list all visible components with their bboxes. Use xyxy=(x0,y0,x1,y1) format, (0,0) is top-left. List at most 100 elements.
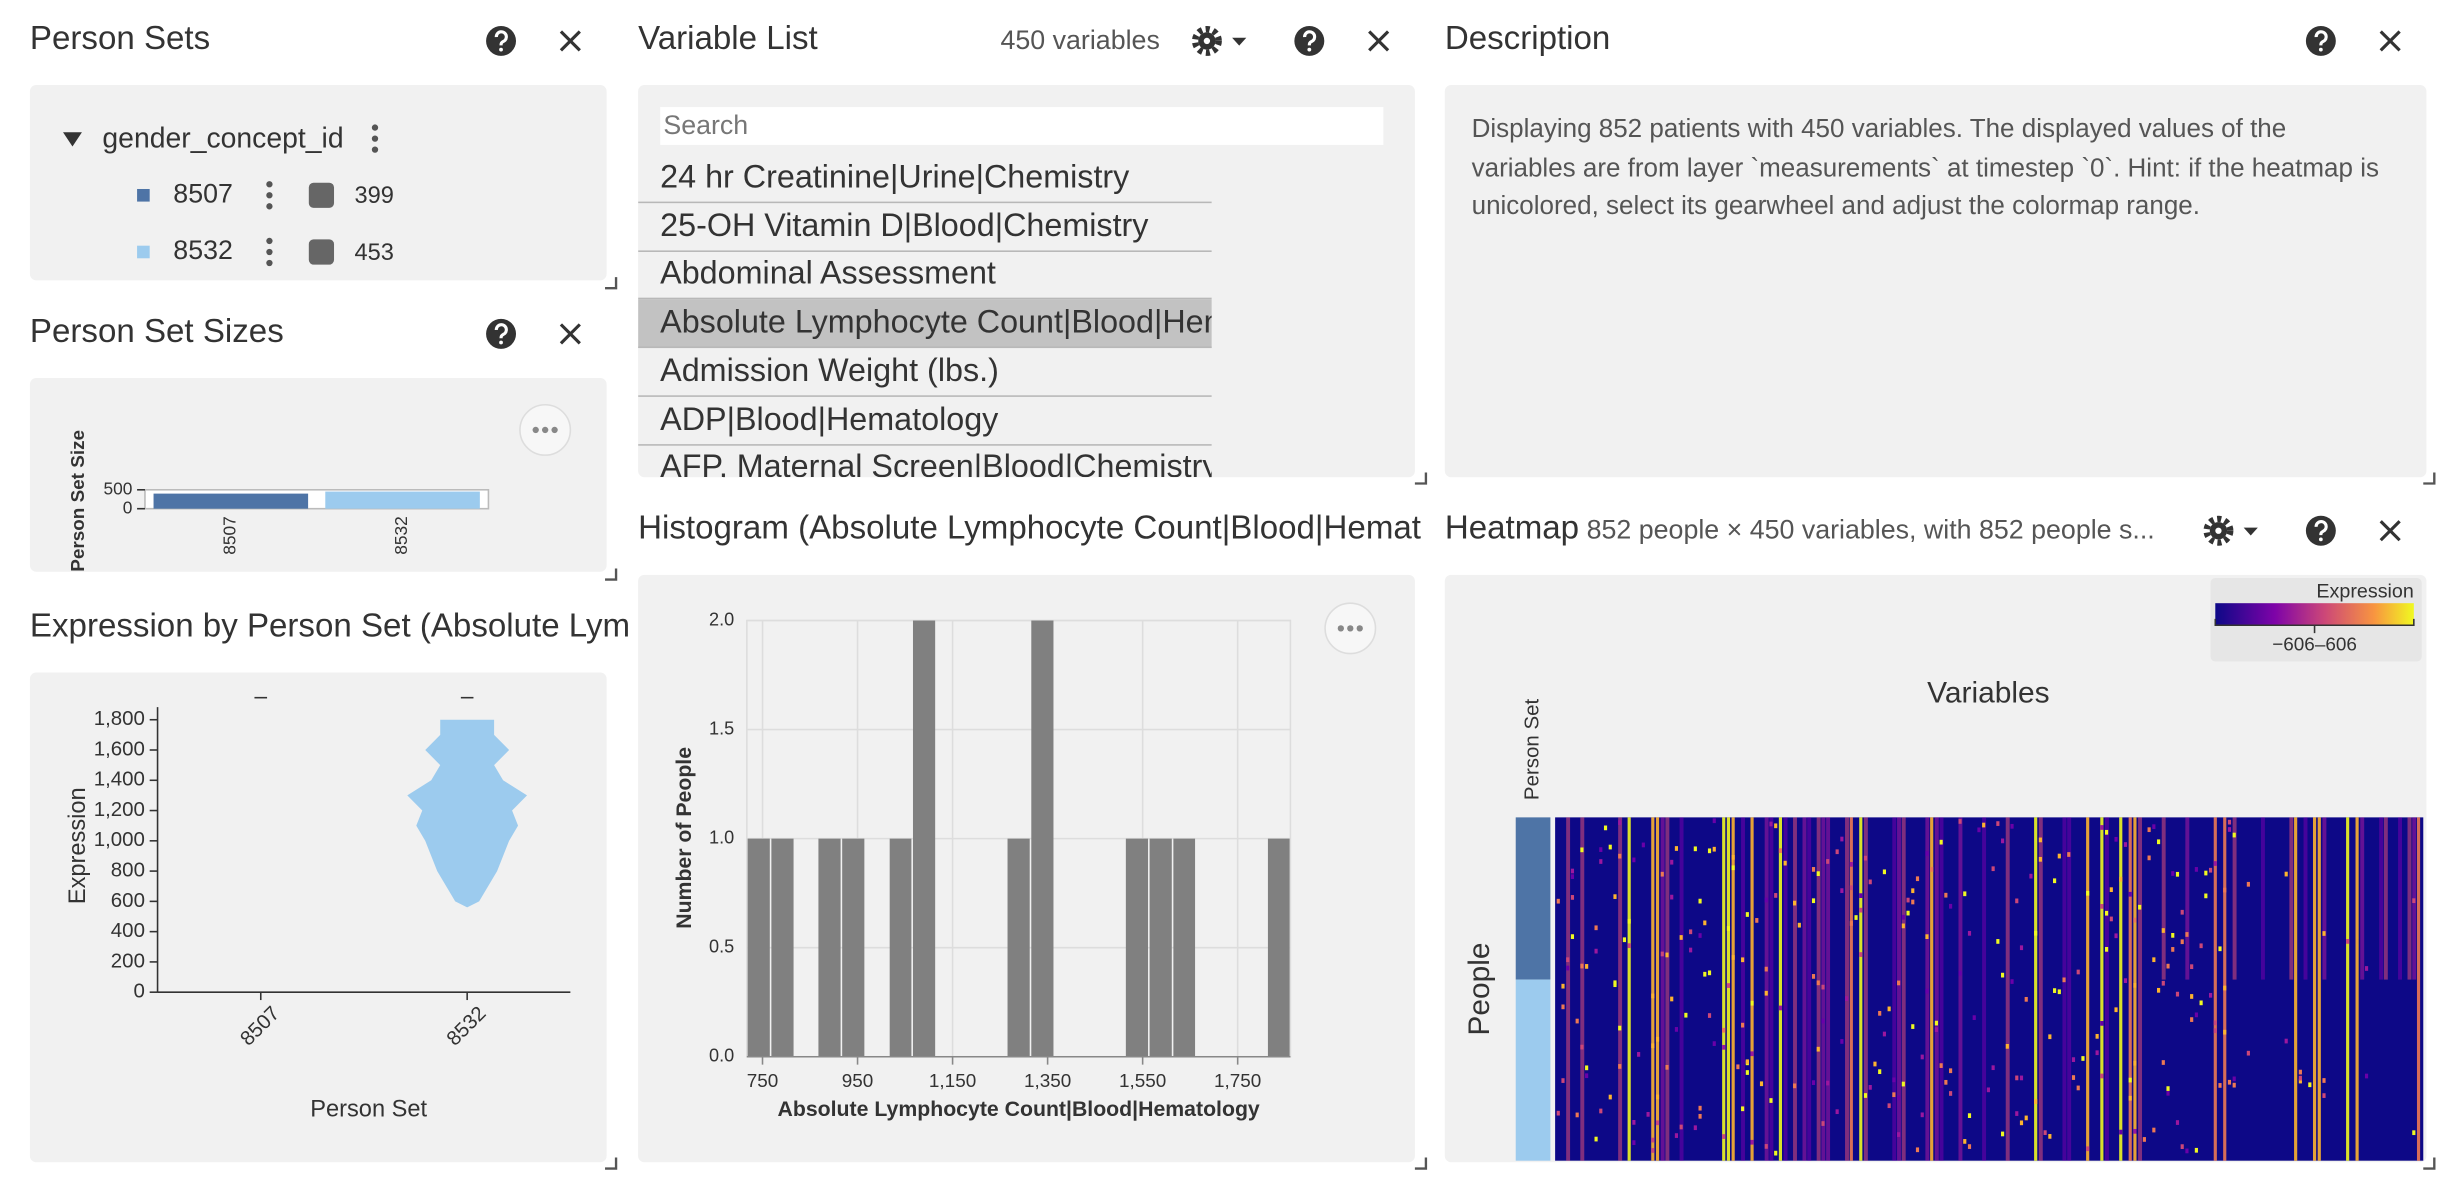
help-button[interactable] xyxy=(2305,515,2336,546)
set-color-button[interactable] xyxy=(308,239,335,265)
heatmap-cell xyxy=(1651,1137,1655,1143)
x-axis-label: Variables xyxy=(1927,676,2049,709)
heatmap-cell xyxy=(1996,939,2000,944)
heatmap-cell xyxy=(1849,885,1853,891)
heatmap-cell xyxy=(1745,912,1749,917)
help-glyph xyxy=(494,323,508,339)
settings-button[interactable] xyxy=(2203,515,2258,546)
y-tick-label: 600 xyxy=(111,889,145,912)
heatmap-column xyxy=(1566,817,1571,1161)
heatmap-cell xyxy=(2175,871,2180,877)
heatmap-column xyxy=(1939,817,1944,1161)
person-set-sizes-panel xyxy=(29,377,607,572)
heatmap-cell xyxy=(1566,957,1570,963)
resize-handle xyxy=(605,568,618,581)
bar xyxy=(153,493,309,509)
heatmap-cell xyxy=(1759,1081,1764,1087)
variable-item[interactable]: Admission Weight (lbs.) xyxy=(638,348,1212,397)
expand-caret xyxy=(63,132,82,147)
close-button[interactable] xyxy=(2379,520,2401,542)
heatmap-cell xyxy=(2001,838,2005,844)
heatmap-cell xyxy=(2152,824,2156,830)
heatmap-cell xyxy=(1755,918,1759,923)
search-box[interactable]: Search xyxy=(660,107,1384,145)
heatmap-column xyxy=(2355,817,2359,1161)
help-button[interactable] xyxy=(2305,25,2336,56)
variable-item[interactable]: 24 hr Creatinine|Urine|Chemistry xyxy=(638,154,1212,204)
set-count: 399 xyxy=(355,183,394,209)
heatmap-cell xyxy=(2100,904,2104,909)
heatmap-cell xyxy=(2138,904,2142,910)
heatmap-cell xyxy=(1670,859,1674,865)
heatmap-cell xyxy=(2005,1043,2009,1049)
heatmap-cell xyxy=(2029,873,2033,879)
heatmap-cell xyxy=(1778,1005,1783,1011)
heatmap-cell xyxy=(1972,1015,1976,1020)
heatmap-cell xyxy=(1627,943,1631,949)
close-button[interactable] xyxy=(559,30,581,52)
heatmap-cell xyxy=(1778,848,1783,854)
variable-item[interactable]: Absolute Lymphocyte Count|Blood|Hematolo… xyxy=(638,299,1212,349)
histogram-bar xyxy=(1149,838,1172,1057)
heatmap-cell xyxy=(1750,1000,1754,1006)
set-color-button[interactable] xyxy=(308,182,335,208)
help-icon xyxy=(2305,515,2336,546)
heatmap-cell xyxy=(1670,894,1674,900)
help-button[interactable] xyxy=(486,25,517,56)
heatmap-cell xyxy=(1821,1121,1825,1126)
heatmap-column xyxy=(1618,817,1623,1161)
heatmap-cell xyxy=(1811,867,1816,872)
heatmap-column xyxy=(2407,817,2412,980)
heatmap-cell xyxy=(1764,990,1768,996)
heatmap-cell xyxy=(1863,1093,1868,1098)
variable-item[interactable]: ADP|Blood|Hematology xyxy=(638,396,1212,445)
heatmap-cell xyxy=(2412,898,2416,904)
heatmap-cell xyxy=(2034,1099,2038,1104)
heatmap-cell xyxy=(1613,980,1617,986)
heatmap-cell xyxy=(2180,1144,2184,1149)
heatmap-cell xyxy=(2057,989,2061,995)
heatmap-cell xyxy=(2227,1079,2232,1085)
y-axis-label: People xyxy=(1463,942,1496,1035)
heatmap-cell xyxy=(2185,1148,2189,1154)
heatmap-cell xyxy=(1967,1144,1972,1149)
help-button[interactable] xyxy=(486,318,517,349)
help-icon xyxy=(1294,25,1325,56)
help-button[interactable] xyxy=(1294,25,1325,56)
heatmap-cell xyxy=(2133,983,2137,988)
panel-title: Variable List xyxy=(638,20,818,57)
variable-item[interactable]: AFP, Maternal Screen|Blood|Chemistry xyxy=(638,444,1211,477)
resize-handle xyxy=(2423,1157,2436,1170)
heatmap-cell xyxy=(1698,1105,1702,1111)
heatmap-cell xyxy=(1840,888,1844,893)
close-button[interactable] xyxy=(1368,30,1390,52)
x-tick-label: 8507 xyxy=(236,1002,284,1050)
settings-button[interactable] xyxy=(1191,25,1247,56)
heatmap-cell xyxy=(2152,1127,2156,1133)
heatmap-bg xyxy=(1555,817,2424,1161)
heatmap-cell xyxy=(2190,964,2194,970)
variable-item[interactable]: Abdominal Assessment xyxy=(638,251,1212,300)
heatmap-cell xyxy=(1878,1069,1882,1075)
heatmap-column xyxy=(2005,817,2010,1161)
y-axis-label: Expression xyxy=(65,787,91,904)
description-text: Displaying 852 patients with 450 variabl… xyxy=(1471,114,2379,221)
caret xyxy=(2243,527,2258,536)
close-button[interactable] xyxy=(559,323,581,345)
heatmap-cell xyxy=(2024,1115,2028,1121)
help-icon xyxy=(486,318,517,349)
heatmap-column xyxy=(2303,817,2308,980)
y-tick-label: 0 xyxy=(134,980,145,1003)
variable-item[interactable]: 25-OH Vitamin D|Blood|Chemistry xyxy=(638,203,1212,252)
heatmap-cell xyxy=(1949,1068,1953,1074)
heatmap-cell xyxy=(1750,1051,1754,1057)
heatmap-cell xyxy=(1835,1109,1839,1115)
heatmap-cell xyxy=(2048,1034,2052,1040)
heatmap-cell xyxy=(1925,988,1929,994)
close-button[interactable] xyxy=(2379,30,2401,52)
resize-handle xyxy=(2423,472,2436,485)
menu-dot xyxy=(266,237,273,245)
heatmap-cell xyxy=(2100,1021,2104,1026)
heatmap-cell xyxy=(1821,1018,1825,1024)
heatmap-column xyxy=(1816,817,1821,1161)
